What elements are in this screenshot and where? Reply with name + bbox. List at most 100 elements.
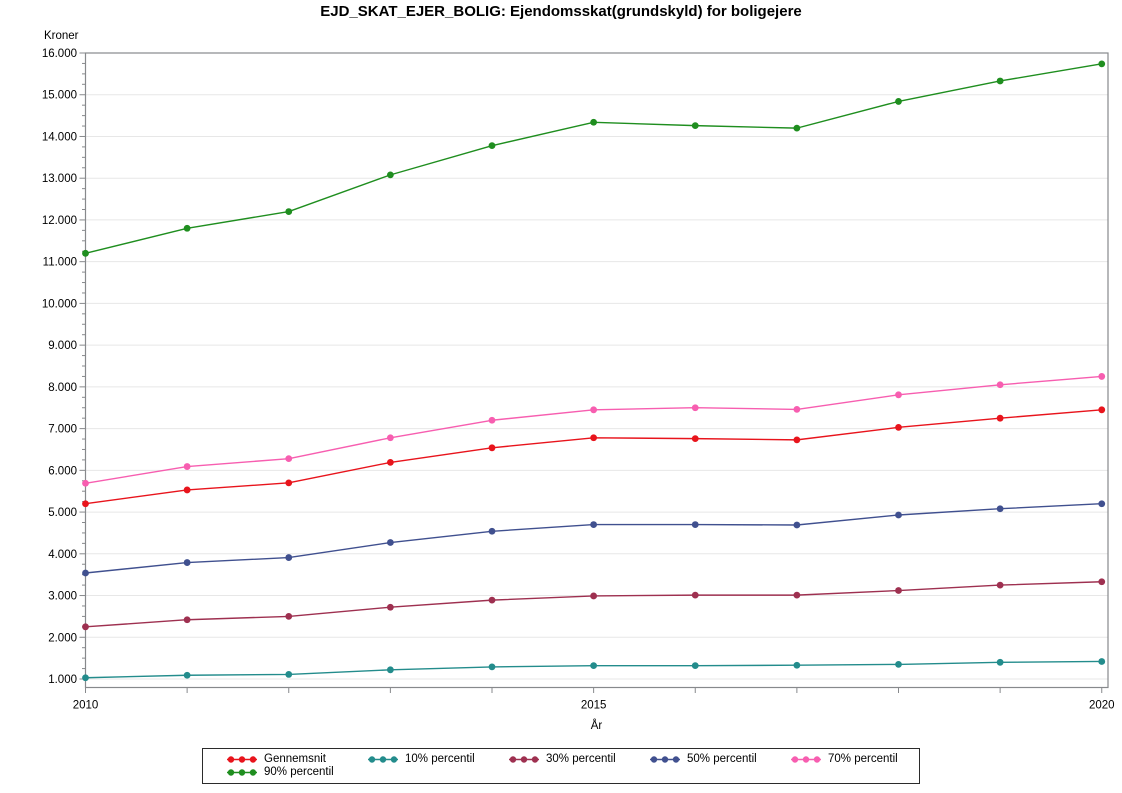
data-point	[793, 591, 801, 599]
data-point	[590, 406, 598, 414]
data-point	[996, 414, 1004, 422]
data-point	[1098, 373, 1106, 380]
y-tick-label: 15.000	[42, 90, 77, 102]
data-point	[996, 581, 1004, 589]
data-point	[183, 463, 191, 470]
series-line	[85, 409, 1102, 505]
series-markers-10-percentil	[82, 658, 1106, 682]
series-markers-gennemsnit	[82, 406, 1106, 508]
data-point	[895, 587, 902, 594]
data-point	[183, 671, 191, 679]
y-tick-label: 6.000	[48, 465, 77, 477]
y-tick-label: 9.000	[48, 340, 77, 352]
data-point	[386, 434, 394, 442]
series-line	[85, 63, 1102, 255]
y-tick-label: 5.000	[48, 507, 77, 519]
legend-item-gennemsnit: Gennemsnit	[227, 753, 368, 765]
y-tick-label: 4.000	[48, 549, 77, 561]
data-point	[183, 486, 191, 494]
legend-label: 90% percentil	[264, 766, 334, 778]
series-50-percentil	[85, 503, 1102, 574]
data-point	[996, 77, 1004, 85]
y-tick-label: 12.000	[42, 215, 77, 227]
data-point	[590, 592, 598, 600]
series-markers-30-percentil	[82, 578, 1106, 631]
series-90-percentil	[85, 63, 1102, 255]
data-point	[691, 404, 699, 412]
x-tick-label: 2020	[1089, 700, 1115, 712]
data-point	[590, 662, 598, 670]
data-point	[488, 142, 496, 150]
data-point	[488, 416, 496, 424]
y-axis-title: Kroner	[44, 30, 79, 42]
data-point	[691, 591, 699, 599]
data-point	[82, 479, 89, 487]
y-tick-label: 7.000	[48, 424, 77, 436]
data-point	[386, 171, 394, 179]
legend-item-70-percentil: 70% percentil	[791, 753, 932, 765]
y-tick-label: 13.000	[42, 173, 77, 185]
legend-item-50-percentil: 50% percentil	[650, 753, 791, 765]
y-tick-label: 11.000	[43, 257, 77, 269]
data-point	[1098, 658, 1106, 665]
series-30-percentil	[85, 581, 1102, 628]
series-line	[85, 503, 1102, 574]
data-point	[895, 511, 902, 519]
y-tick-label: 14.000	[42, 131, 77, 143]
x-tick-label: 2010	[73, 700, 99, 712]
data-point	[183, 224, 191, 232]
data-point	[285, 479, 293, 487]
data-point	[183, 559, 191, 566]
data-point	[895, 423, 902, 431]
data-point	[1098, 60, 1106, 68]
data-point	[895, 391, 902, 399]
data-point	[1098, 406, 1106, 414]
legend-label: 30% percentil	[546, 753, 616, 765]
legend-marker-icon	[368, 755, 398, 763]
series-70-percentil	[85, 375, 1102, 484]
data-point	[590, 434, 598, 442]
legend-marker-icon	[650, 755, 680, 763]
legend-item-30-percentil: 30% percentil	[509, 753, 650, 765]
data-point	[285, 455, 293, 463]
legend: Gennemsnit 10% percentil 30% percentil 50% …	[202, 748, 920, 784]
data-point	[82, 623, 89, 631]
legend-marker-icon	[791, 755, 821, 763]
data-point	[386, 666, 394, 674]
data-point	[1098, 578, 1106, 586]
data-point	[793, 124, 801, 132]
data-point	[793, 436, 801, 444]
y-tick-label: 2.000	[48, 632, 77, 644]
data-point	[793, 521, 801, 529]
data-point	[793, 406, 801, 413]
data-point	[488, 527, 496, 535]
data-point	[895, 98, 902, 105]
legend-marker-icon	[227, 755, 257, 763]
data-point	[488, 444, 496, 452]
data-point	[488, 596, 496, 604]
data-point	[285, 671, 293, 678]
data-point	[82, 500, 89, 508]
data-point	[793, 661, 801, 669]
data-point	[82, 569, 89, 577]
legend-label: Gennemsnit	[264, 753, 327, 765]
legend-label: 10% percentil	[405, 753, 475, 765]
data-point	[996, 381, 1004, 389]
data-point	[590, 521, 598, 528]
data-point	[488, 663, 496, 671]
series-markers-50-percentil	[82, 500, 1106, 577]
chart-title: EJD_SKAT_EJER_BOLIG: Ejendomsskat(grunds…	[320, 3, 802, 20]
plot-frame	[84, 52, 1109, 689]
data-point	[82, 249, 89, 257]
legend-marker-icon	[509, 755, 539, 763]
data-point	[691, 521, 699, 528]
data-point	[691, 662, 699, 670]
data-point	[82, 674, 89, 682]
series-gennemsnit	[85, 409, 1102, 505]
legend-item-90-percentil: 90% percentil	[227, 766, 368, 778]
legend-label: 50% percentil	[687, 753, 757, 765]
data-point	[996, 505, 1004, 513]
y-tick-label: 3.000	[48, 591, 77, 603]
y-tick-label: 10.000	[42, 298, 77, 310]
